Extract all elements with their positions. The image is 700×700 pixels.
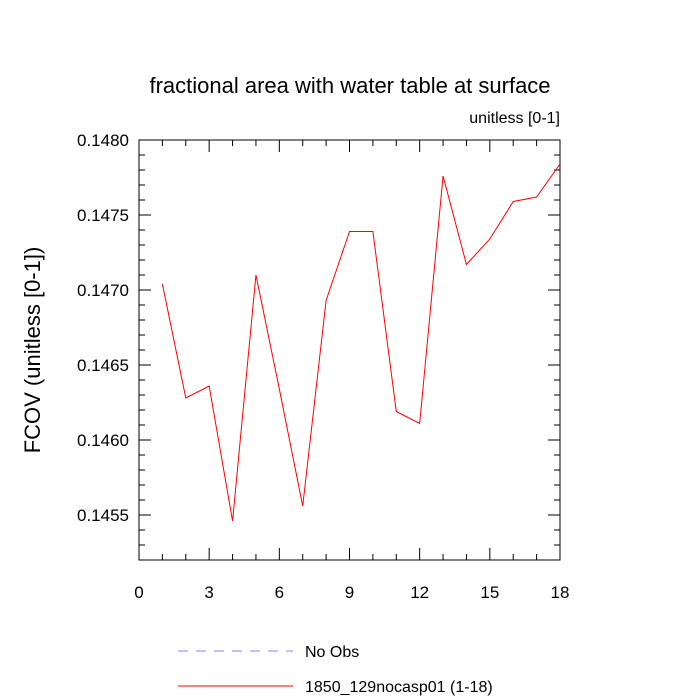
y-tick-label: 0.1475 bbox=[77, 206, 129, 225]
series-layer bbox=[161, 163, 561, 522]
x-tick-label: 9 bbox=[345, 583, 354, 602]
y-tick-label: 0.1460 bbox=[77, 431, 129, 450]
chart-subtitle: unitless [0-1] bbox=[469, 110, 560, 127]
y-tick-label: 0.1455 bbox=[77, 506, 129, 525]
y-tick-label: 0.1480 bbox=[77, 131, 129, 150]
chart-title: fractional area with water table at surf… bbox=[149, 73, 550, 98]
axis-ticks bbox=[138, 139, 561, 561]
x-tick-label: 0 bbox=[134, 583, 143, 602]
x-tick-label: 12 bbox=[410, 583, 429, 602]
y-tick-label: 0.1470 bbox=[77, 281, 129, 300]
x-tick-label: 15 bbox=[480, 583, 499, 602]
x-tick-label: 3 bbox=[204, 583, 213, 602]
legend-label: No Obs bbox=[305, 644, 359, 661]
y-tick-label: 0.1465 bbox=[77, 356, 129, 375]
legend: No Obs 1850_129nocasp01 (1-18) bbox=[178, 644, 493, 696]
legend-label: 1850_129nocasp01 (1-18) bbox=[305, 679, 493, 696]
y-axis-label: FCOV (unitless [0-1]) bbox=[20, 247, 45, 454]
series-line-1 bbox=[161, 163, 561, 522]
plot-frame bbox=[138, 139, 561, 561]
x-tick-label: 6 bbox=[275, 583, 284, 602]
tick-labels: 0 3 6 9 12 15 18 0.1455 0.1460 0.1465 0.1470 0.1475… bbox=[77, 131, 569, 602]
x-tick-label: 18 bbox=[551, 583, 570, 602]
